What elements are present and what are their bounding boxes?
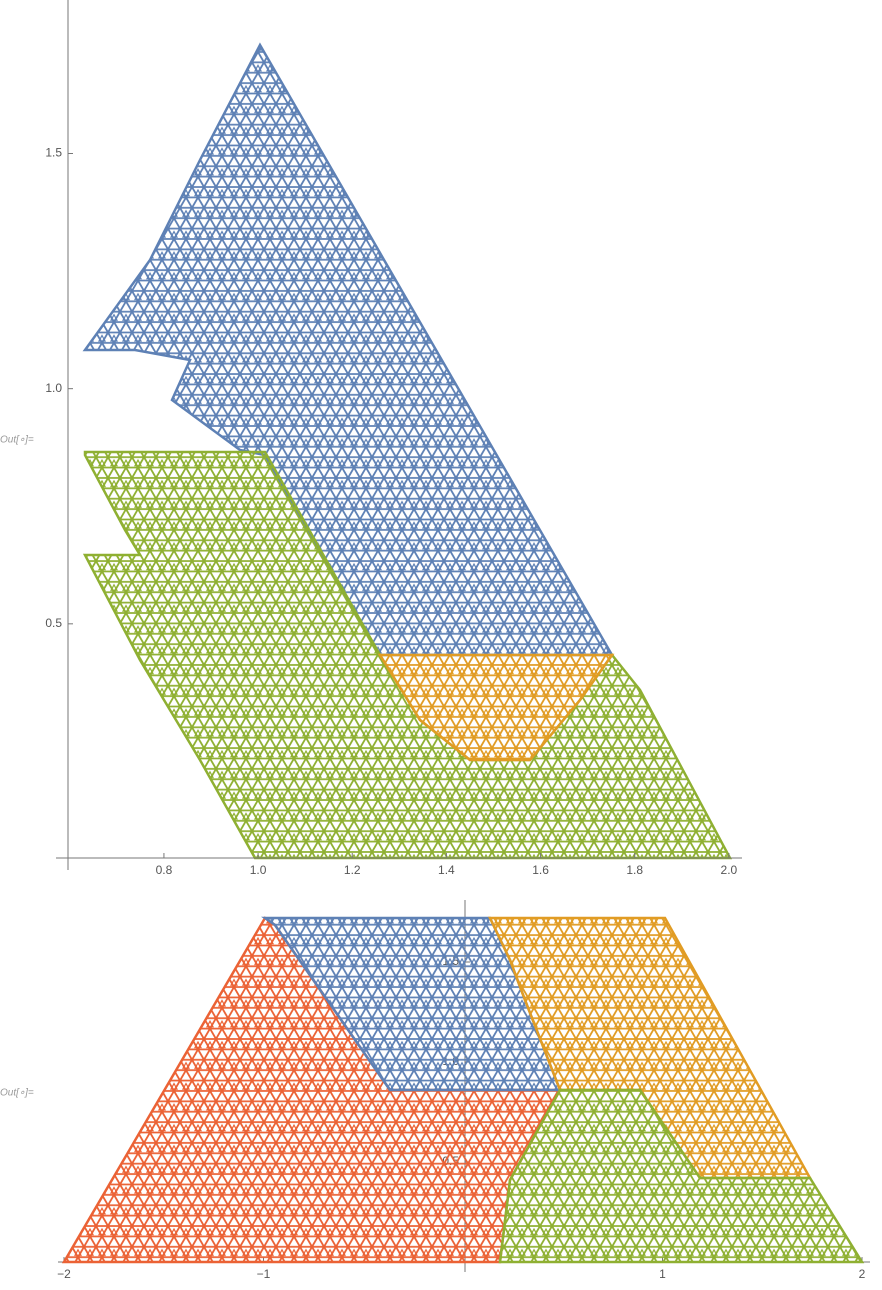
x-tick-label: 1.0 xyxy=(250,863,267,877)
x-tick-label: 0.8 xyxy=(156,863,173,877)
x-tick-label: 2.0 xyxy=(721,863,738,877)
x-tick-label: 2 xyxy=(859,1267,866,1281)
x-tick-label: 1.2 xyxy=(344,863,361,877)
output-label: Out[∘]= xyxy=(0,435,34,446)
plot: 0.8 1.0 1.2 1.4 1.6 1.8 2.0 0.5 1.0 1.5 xyxy=(45,0,742,877)
output-label: Out[∘]= xyxy=(0,1088,34,1099)
y-tick-label: 0.5 xyxy=(45,616,62,630)
tiling-region xyxy=(377,653,615,762)
x-tick-label: 1 xyxy=(659,1267,666,1281)
y-tick-label: 1.5 xyxy=(45,146,62,160)
y-tick-label: 1.0 xyxy=(45,381,62,395)
tiling-region xyxy=(498,1088,865,1264)
x-tick-label: −2 xyxy=(57,1267,71,1281)
x-tick-label: 1.8 xyxy=(626,863,643,877)
plot: −2−1120.51.01.5 xyxy=(57,900,870,1281)
x-tick-label: 1.6 xyxy=(532,863,549,877)
x-tick-label: −1 xyxy=(257,1267,271,1281)
x-tick-label: 1.4 xyxy=(438,863,455,877)
